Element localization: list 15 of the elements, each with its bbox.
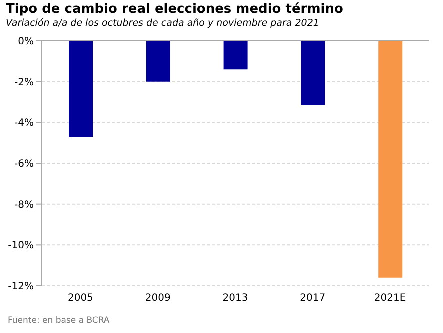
x-tick-label: 2021E [374,293,406,304]
y-tick-label: -6% [14,159,34,170]
y-tick-label: -2% [14,77,34,88]
y-tick-label: -10% [8,240,34,252]
x-tick-label: 2013 [222,293,248,304]
chart-title: Tipo de cambio real elecciones medio término [6,2,344,17]
chart-subtitle: Variación a/a de los octubres de cada año y noviembre para 2021 [6,18,320,29]
y-tick-label: -4% [14,118,34,130]
y-tick-label: -8% [14,200,34,211]
x-tick-label: 2009 [145,293,171,304]
y-tick-label: -12% [8,282,34,293]
x-tick-label: 2005 [68,293,94,304]
x-tick-label: 2017 [300,293,326,304]
y-tick-label: 0% [18,36,34,48]
source-note: Fuente: en base a BCRA [8,316,110,326]
